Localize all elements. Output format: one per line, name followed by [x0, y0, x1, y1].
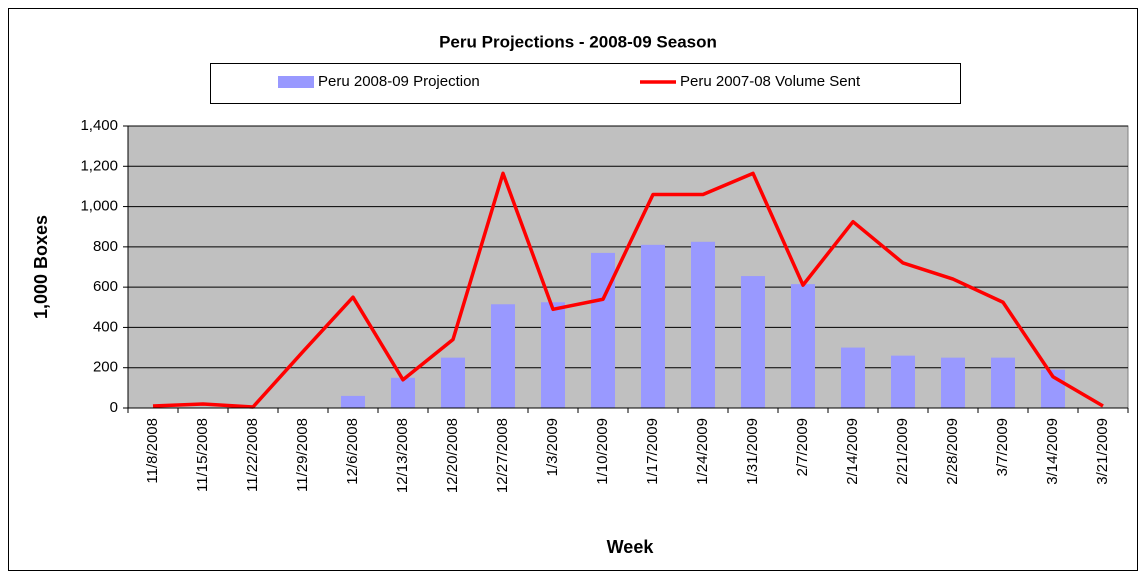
y-tick-label: 600 [93, 278, 118, 295]
x-tick-label: 11/8/2008 [144, 418, 161, 484]
x-tick-label: 12/6/2008 [344, 418, 361, 485]
y-axis-title: 1,000 Boxes [31, 215, 51, 319]
y-tick-label: 1,400 [80, 117, 118, 134]
bar [441, 357, 465, 408]
y-tick-label: 1,200 [80, 157, 118, 174]
chart-title: Peru Projections - 2008-09 Season [439, 32, 717, 51]
x-tick-label: 1/31/2009 [744, 418, 761, 485]
y-tick-label: 1,000 [80, 198, 118, 215]
x-tick-label: 12/27/2008 [494, 418, 511, 493]
x-tick-label: 3/21/2009 [1094, 418, 1111, 485]
x-tick-label: 2/28/2009 [944, 418, 961, 485]
x-tick-label: 12/20/2008 [444, 418, 461, 493]
bar [541, 302, 565, 408]
bar [991, 357, 1015, 408]
x-tick-label: 2/14/2009 [844, 418, 861, 485]
x-tick-label: 1/3/2009 [544, 418, 561, 476]
bar [391, 377, 415, 408]
legend-box [210, 63, 961, 104]
x-tick-label: 2/7/2009 [794, 418, 811, 476]
x-tick-label: 3/14/2009 [1044, 418, 1061, 485]
x-tick-label: 11/22/2008 [244, 418, 261, 492]
bar [841, 347, 865, 408]
legend-label: Peru 2007-08 Volume Sent [680, 73, 861, 90]
x-tick-label: 1/17/2009 [644, 418, 661, 485]
bar [591, 252, 615, 408]
plot-area [127, 125, 1129, 409]
y-tick-label: 200 [93, 359, 118, 376]
line [152, 171, 1104, 409]
bar [741, 276, 765, 408]
bar [891, 355, 915, 408]
x-tick-label: 11/15/2008 [194, 418, 211, 492]
x-tick-label: 1/24/2009 [694, 418, 711, 485]
x-tick-label: 12/13/2008 [394, 418, 411, 493]
x-tick-label: 11/29/2008 [294, 418, 311, 492]
x-tick-label: 3/7/2009 [994, 418, 1011, 476]
bar [941, 357, 965, 408]
y-tick-label: 800 [93, 238, 118, 255]
y-tick-label: 0 [110, 399, 118, 416]
bar [691, 241, 715, 408]
y-tick-label: 400 [93, 318, 118, 335]
legend-label: Peru 2008-09 Projection [318, 73, 480, 90]
bar [491, 304, 515, 408]
legend-swatch [278, 76, 314, 88]
bar [341, 395, 365, 408]
bar [791, 284, 815, 408]
x-tick-label: 2/21/2009 [894, 418, 911, 485]
x-axis-title: Week [607, 537, 655, 557]
x-tick-label: 1/10/2009 [594, 418, 611, 485]
bar [641, 244, 665, 408]
